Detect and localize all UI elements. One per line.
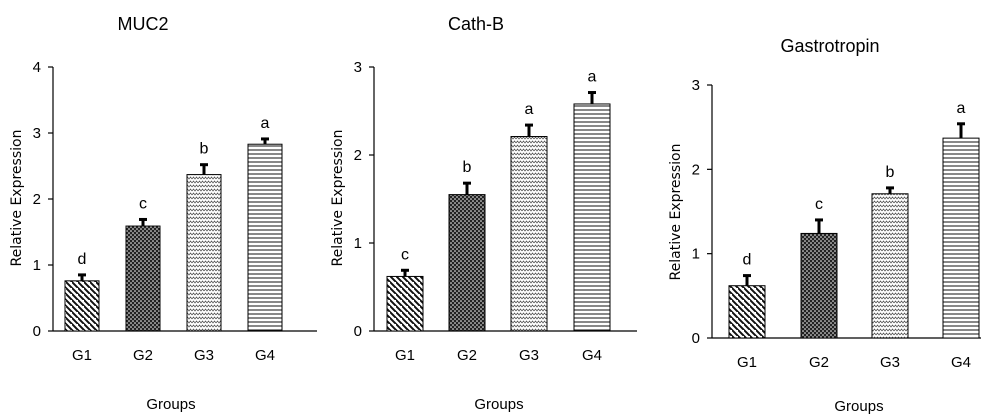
y-axis-label: Relative Expression bbox=[330, 130, 346, 267]
bar-g2 bbox=[125, 225, 161, 332]
significance-letter: b bbox=[463, 159, 472, 176]
x-axis-label: Groups bbox=[474, 396, 523, 413]
x-tick-label: G3 bbox=[194, 347, 214, 364]
chart-panel-muc2: MUC2 Relative Expression Groups 0 1 2 3 4 d G1… bbox=[9, 14, 317, 413]
significance-letter: d bbox=[78, 251, 87, 268]
significance-letter: c bbox=[401, 246, 409, 263]
y-tick-label: 1 bbox=[33, 257, 41, 274]
bar-g2 bbox=[448, 194, 486, 332]
y-tick-label: 3 bbox=[692, 77, 700, 94]
y-axis-label: Relative Expression bbox=[9, 130, 25, 267]
x-axis-label: Groups bbox=[146, 396, 195, 413]
bar-g3 bbox=[871, 193, 909, 339]
significance-letter: a bbox=[588, 69, 597, 86]
bar-g1 bbox=[386, 275, 424, 332]
x-tick-label: G2 bbox=[133, 347, 153, 364]
x-tick-label: G3 bbox=[519, 347, 539, 364]
bar-g1 bbox=[64, 280, 100, 332]
y-tick-label: 4 bbox=[33, 59, 41, 76]
bar-g1 bbox=[728, 285, 766, 339]
chart-panel-gastrotropin: Gastrotropin Relative Expression Groups … bbox=[668, 36, 981, 415]
bar-g2 bbox=[800, 232, 838, 339]
bar-g4 bbox=[573, 103, 611, 332]
bar-g3 bbox=[510, 136, 548, 332]
significance-letter: b bbox=[200, 141, 209, 158]
significance-letter: a bbox=[261, 115, 270, 132]
y-tick-label: 3 bbox=[33, 125, 41, 142]
chart-title: MUC2 bbox=[117, 14, 168, 34]
bar-g3 bbox=[186, 174, 222, 332]
y-tick-label: 1 bbox=[354, 235, 362, 252]
x-tick-label: G1 bbox=[72, 347, 92, 364]
y-tick-label: 2 bbox=[33, 191, 41, 208]
y-axis-label: Relative Expression bbox=[668, 144, 684, 281]
bar-g4 bbox=[942, 137, 980, 339]
y-tick-label: 2 bbox=[354, 147, 362, 164]
x-tick-label: G1 bbox=[395, 347, 415, 364]
y-tick-label: 0 bbox=[692, 330, 700, 347]
x-tick-label: G3 bbox=[880, 354, 900, 371]
x-tick-label: G1 bbox=[737, 354, 757, 371]
x-tick-label: G2 bbox=[809, 354, 829, 371]
chart-title: Cath-B bbox=[448, 14, 504, 34]
y-tick-label: 0 bbox=[33, 323, 41, 340]
y-tick-label: 2 bbox=[692, 161, 700, 178]
x-tick-label: G4 bbox=[951, 354, 971, 371]
chart-panel-cath-b: Cath-B Relative Expression Groups 0 1 2 3 c G… bbox=[330, 14, 637, 413]
significance-letter: a bbox=[525, 101, 534, 118]
significance-letter: c bbox=[815, 196, 823, 213]
significance-letter: d bbox=[743, 252, 752, 269]
chart-title: Gastrotropin bbox=[780, 36, 879, 56]
significance-letter: b bbox=[886, 164, 895, 181]
significance-letter: c bbox=[139, 195, 147, 212]
y-tick-label: 1 bbox=[692, 246, 700, 263]
significance-letter: a bbox=[957, 100, 966, 117]
x-tick-label: G4 bbox=[582, 347, 602, 364]
x-axis-label: Groups bbox=[834, 398, 883, 415]
y-tick-label: 3 bbox=[354, 59, 362, 76]
bar-g4 bbox=[247, 143, 283, 332]
y-tick-label: 0 bbox=[354, 323, 362, 340]
x-tick-label: G2 bbox=[457, 347, 477, 364]
x-tick-label: G4 bbox=[255, 347, 275, 364]
